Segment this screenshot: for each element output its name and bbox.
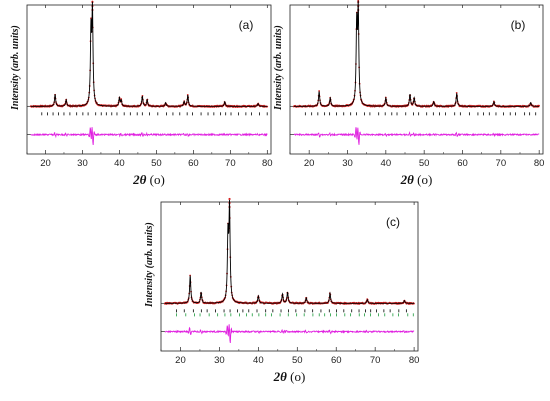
x-tick-label: 70: [225, 158, 236, 169]
observed-point: [90, 17, 92, 20]
bragg-positions: [176, 309, 414, 317]
difference-series: [293, 127, 540, 145]
observed-series: [163, 197, 415, 305]
difference-series: [30, 127, 268, 146]
x-tick-label: 80: [262, 158, 273, 169]
x-tick-label: 50: [292, 355, 303, 366]
panel-a: 20 30 40 50 60 70 80 (a) Intensity (arb. units) 2…: [10, 0, 273, 187]
observed-series: [292, 0, 540, 108]
bragg-positions: [304, 112, 537, 116]
x-tick-label: 30: [77, 158, 88, 169]
x-tick-label: 60: [457, 158, 468, 169]
x-tick-label: 20: [175, 355, 186, 366]
panel-c: 20 30 40 50 60 70 80 (c) Intensity (arb. units) 2…: [144, 197, 420, 384]
x-tick-label: 20: [304, 158, 315, 169]
calculated-series: [293, 0, 540, 107]
panel-b: 20 30 40 50 60 70 80 (b) Intensity (arb. units) 2…: [273, 0, 544, 187]
plot-frame: [160, 201, 419, 352]
x-axis-label: 2θ (o): [273, 369, 306, 384]
plot-frame: [26, 4, 272, 155]
x-tick-label: 80: [534, 158, 545, 169]
x-tick-label: 80: [409, 355, 420, 366]
observed-series: [29, 0, 269, 108]
bragg-positions: [41, 112, 268, 116]
x-tick-label: 40: [114, 158, 125, 169]
x-axis-label: 2θ (o): [400, 172, 433, 187]
x-tick-label: 60: [188, 158, 199, 169]
plot-frame: [289, 4, 544, 155]
x-tick-label: 30: [214, 355, 225, 366]
observed-point: [228, 197, 231, 201]
calculated-series: [30, 1, 268, 107]
panel-label: (b): [511, 18, 526, 32]
x-tick-label: 30: [342, 158, 353, 169]
calculated-series: [164, 200, 415, 304]
difference-series: [164, 324, 415, 344]
y-axis-label: Intensity (arb. units): [144, 222, 155, 308]
x-tick-label: 50: [419, 158, 430, 169]
panel-label: (a): [239, 18, 254, 32]
x-tick-label: 40: [381, 158, 392, 169]
panel-label: (c): [386, 215, 400, 229]
x-tick-label: 50: [151, 158, 162, 169]
y-axis-label: Intensity (arb. units): [273, 25, 284, 111]
x-tick-label: 20: [40, 158, 51, 169]
x-tick-label: 70: [370, 355, 381, 366]
y-axis-label: Intensity (arb. units): [10, 25, 21, 111]
x-axis-label: 2θ (o): [132, 172, 165, 187]
x-tick-label: 70: [496, 158, 507, 169]
x-tick-label: 40: [253, 355, 264, 366]
x-tick-label: 60: [331, 355, 342, 366]
